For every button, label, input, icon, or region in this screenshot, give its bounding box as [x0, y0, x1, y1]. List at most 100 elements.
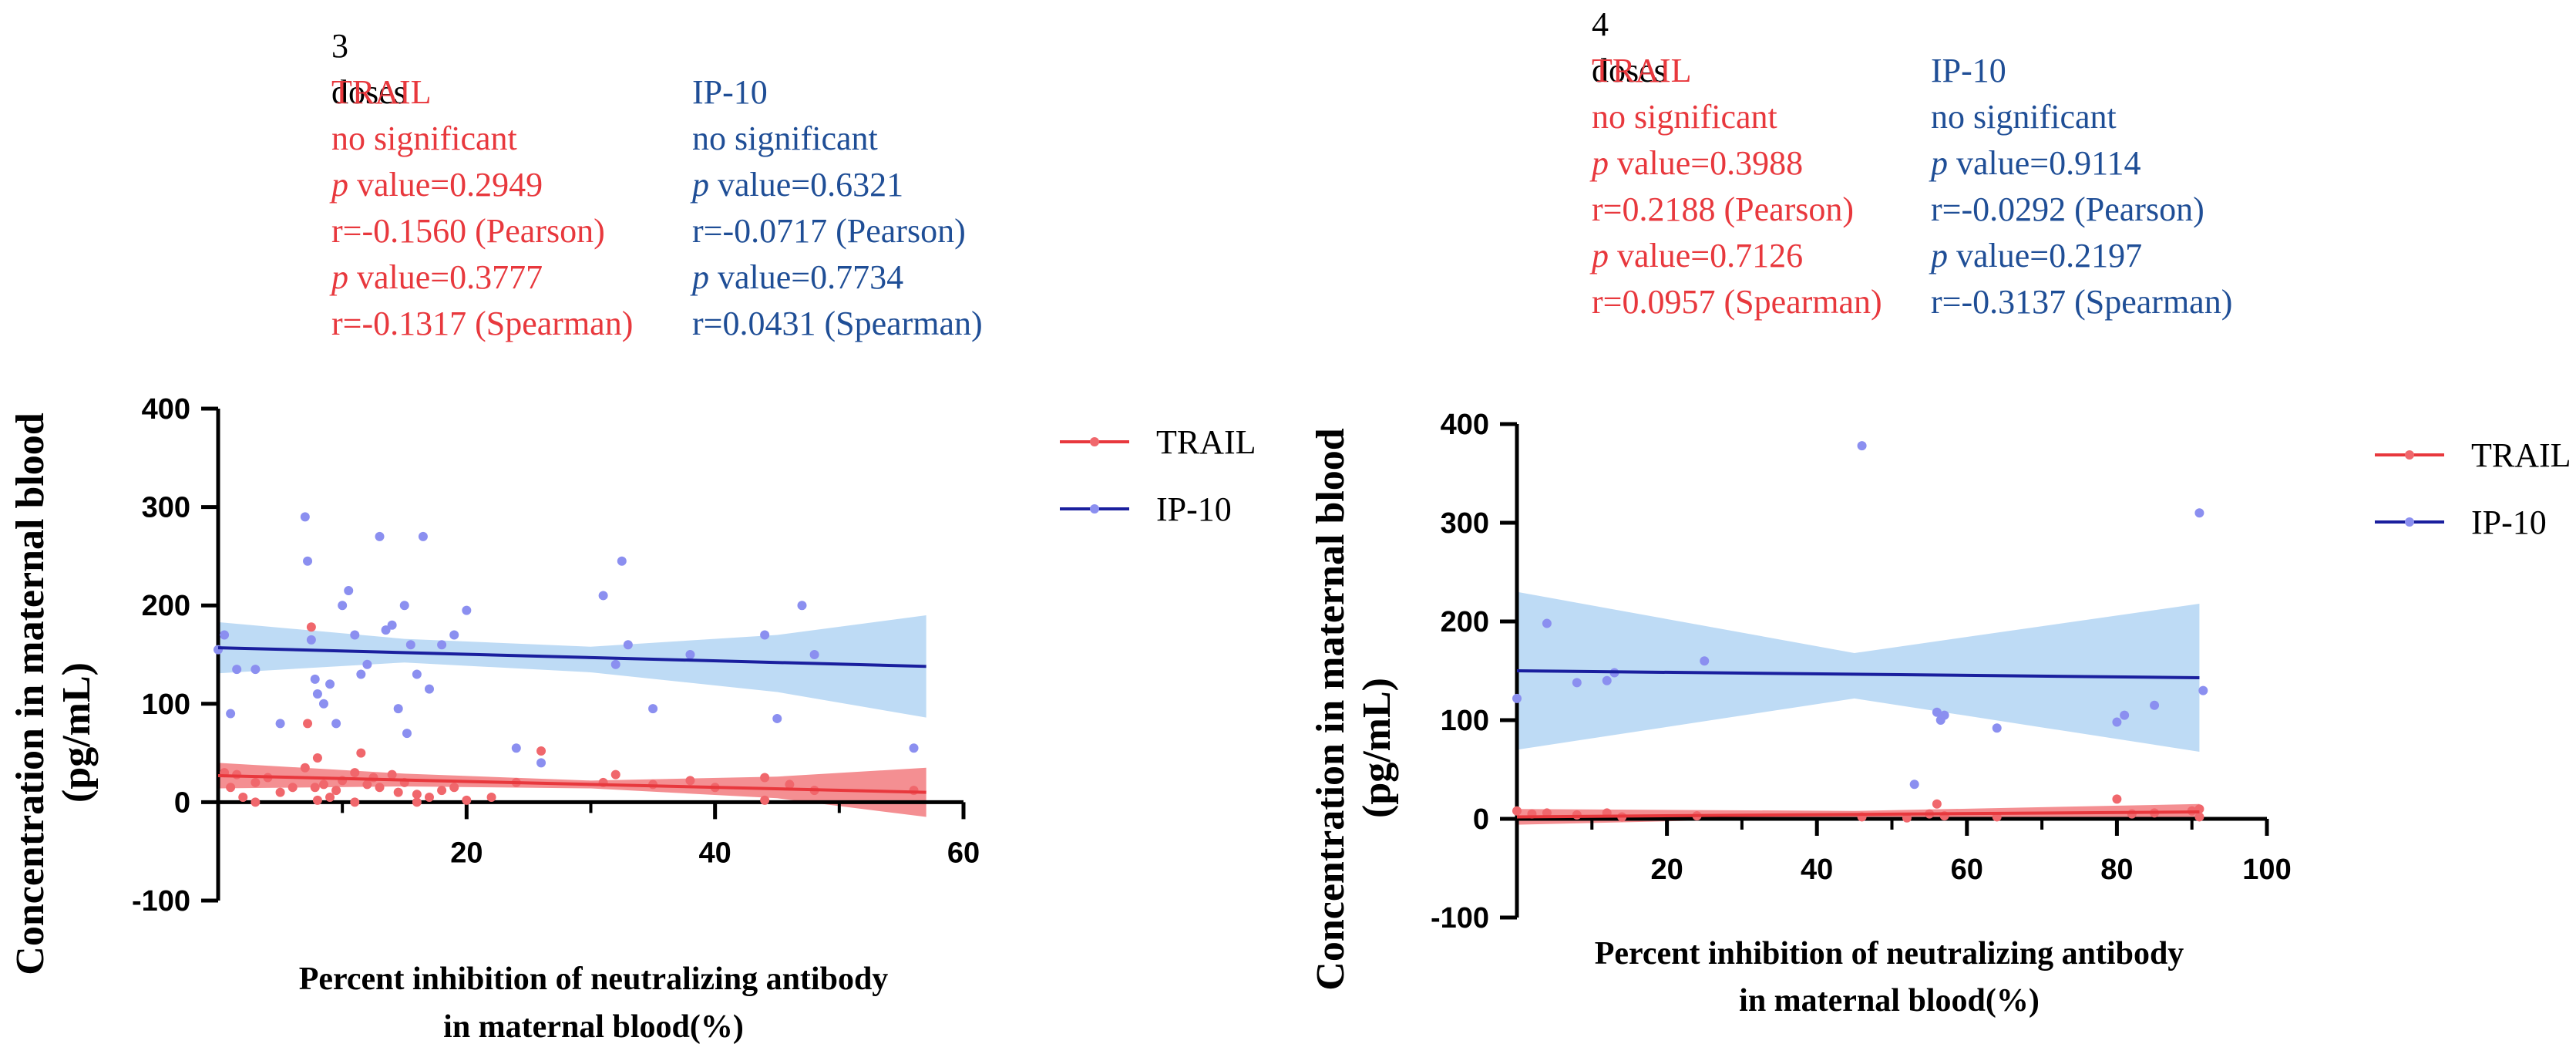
- y-tick-label: 400: [142, 393, 190, 426]
- data-point-ip-10: [325, 679, 335, 689]
- p-label: p: [1931, 144, 1948, 182]
- y-tick-label: 100: [1441, 705, 1489, 737]
- data-point-ip-10: [1542, 618, 1552, 628]
- legend-label-ip-10: IP-10: [1156, 490, 1232, 528]
- stat-spearman-r: r=0.0431 (Spearman): [692, 305, 983, 342]
- stat-pearson-p: p value=0.6321: [692, 162, 983, 208]
- data-point-trail: [393, 787, 403, 797]
- data-point-ip-10: [598, 591, 608, 601]
- trail-stats: TRAIL no significant p value=0.3988 r=0.…: [1592, 48, 1882, 325]
- data-point-trail: [300, 763, 310, 773]
- p-label: p: [1592, 144, 1609, 182]
- data-point-ip-10: [809, 650, 819, 659]
- data-point-ip-10: [2198, 685, 2208, 695]
- stat-pearson-r: r=0.2188 (Pearson): [1592, 190, 1855, 228]
- x-tick-label: 60: [1951, 854, 1983, 886]
- data-point-ip-10: [623, 640, 633, 650]
- data-point-ip-10: [1932, 707, 1942, 717]
- stat-pearson-p: p value=0.3988: [1592, 140, 1882, 187]
- data-point-trail: [350, 797, 360, 807]
- data-point-ip-10: [232, 665, 242, 675]
- y-axis-label-line2: (pg/mL): [55, 662, 99, 803]
- data-point-trail: [356, 748, 366, 758]
- fit-line-ip-10: [217, 646, 926, 668]
- fit-line-ip-10: [1516, 669, 2200, 679]
- data-point-ip-10: [362, 659, 372, 669]
- data-point-ip-10: [412, 669, 422, 679]
- data-point-ip-10: [685, 650, 695, 659]
- stat-spearman-p: p value=0.7126: [1592, 233, 1882, 279]
- p-label: p: [331, 258, 348, 296]
- data-point-ip-10: [331, 719, 341, 729]
- stats-block: 4 doses TRAIL no significant p value=0.3…: [1592, 2, 2232, 321]
- data-point-trail: [331, 786, 341, 796]
- data-point-trail: [251, 797, 261, 807]
- x-tick-label: 40: [699, 837, 731, 869]
- data-point-trail: [251, 777, 261, 787]
- data-point-ip-10: [303, 556, 313, 566]
- data-point-ip-10: [318, 699, 328, 709]
- fit-line-trail: [217, 773, 926, 794]
- stat-name: TRAIL: [1592, 52, 1692, 89]
- p-label: p: [1931, 237, 1948, 274]
- data-point-ip-10: [1857, 441, 1867, 451]
- stat-spearman-p: p value=0.2197: [1931, 233, 2232, 279]
- data-point-trail: [610, 769, 620, 780]
- stats-block: 3 doses TRAIL no significant p value=0.2…: [331, 23, 983, 342]
- data-point-trail: [412, 797, 422, 807]
- y-axis-label: Concentration in maternal blood (pg/mL): [1309, 428, 1399, 991]
- data-point-ip-10: [437, 640, 447, 650]
- data-point-ip-10: [2150, 700, 2160, 710]
- y-tick-label: -100: [1431, 902, 1489, 934]
- data-point-ip-10: [310, 674, 320, 684]
- data-point-trail: [275, 787, 285, 797]
- legend-marker-trail: [2405, 450, 2414, 460]
- y-tick-label: 200: [142, 590, 190, 622]
- data-point-trail: [1512, 806, 1522, 816]
- data-point-ip-10: [424, 684, 434, 694]
- data-point-ip-10: [312, 689, 322, 699]
- y-axis-label-line1: Concentration in maternal blood: [8, 413, 52, 975]
- data-point-ip-10: [338, 601, 348, 611]
- data-point-ip-10: [381, 625, 391, 635]
- data-point-trail: [760, 773, 770, 783]
- data-point-ip-10: [1909, 780, 1919, 790]
- data-point-trail: [226, 783, 236, 793]
- stat-significance: no significant: [1931, 98, 2117, 136]
- x-tick-label: 20: [1650, 854, 1683, 886]
- stat-spearman-r: r=-0.3137 (Spearman): [1931, 283, 2233, 321]
- data-point-trail: [303, 719, 313, 729]
- data-point-ip-10: [393, 704, 403, 714]
- x-tick-label: 80: [2100, 854, 2133, 886]
- data-point-ip-10: [617, 556, 627, 566]
- data-point-ip-10: [462, 605, 472, 615]
- data-point-trail: [310, 783, 320, 793]
- data-point-trail: [306, 622, 316, 632]
- x-tick-label: 40: [1801, 854, 1833, 886]
- p-value: value=0.7126: [1617, 237, 1804, 274]
- legend-label-trail: TRAIL: [2471, 436, 2571, 474]
- legend-label-ip-10: IP-10: [2471, 503, 2547, 541]
- data-point-ip-10: [1992, 723, 2002, 733]
- stat-name: TRAIL: [331, 73, 432, 111]
- stat-significance: no significant: [692, 120, 878, 157]
- p-value: value=0.7734: [718, 258, 904, 296]
- stat-pearson-p: p value=0.2949: [331, 162, 633, 208]
- y-axis-label: Concentration in maternal blood (pg/mL): [8, 413, 99, 975]
- stat-pearson-r: r=-0.1560 (Pearson): [331, 212, 605, 250]
- data-point-ip-10: [405, 640, 415, 650]
- data-point-ip-10: [2194, 508, 2204, 518]
- legend-marker-trail: [1090, 437, 1099, 446]
- data-point-ip-10: [760, 630, 770, 640]
- y-tick-label: 300: [142, 492, 190, 524]
- data-point-ip-10: [1572, 678, 1582, 688]
- chart-title: 3 doses: [331, 27, 407, 111]
- data-point-trail: [362, 780, 372, 790]
- p-value: value=0.3988: [1617, 144, 1804, 182]
- y-tick-label: -100: [132, 885, 190, 918]
- stat-pearson-r: r=-0.0717 (Pearson): [692, 212, 966, 250]
- data-point-ip-10: [306, 635, 316, 645]
- stat-pearson-r: r=-0.0292 (Pearson): [1931, 190, 2204, 228]
- data-point-ip-10: [1700, 656, 1710, 666]
- data-point-trail: [412, 790, 422, 800]
